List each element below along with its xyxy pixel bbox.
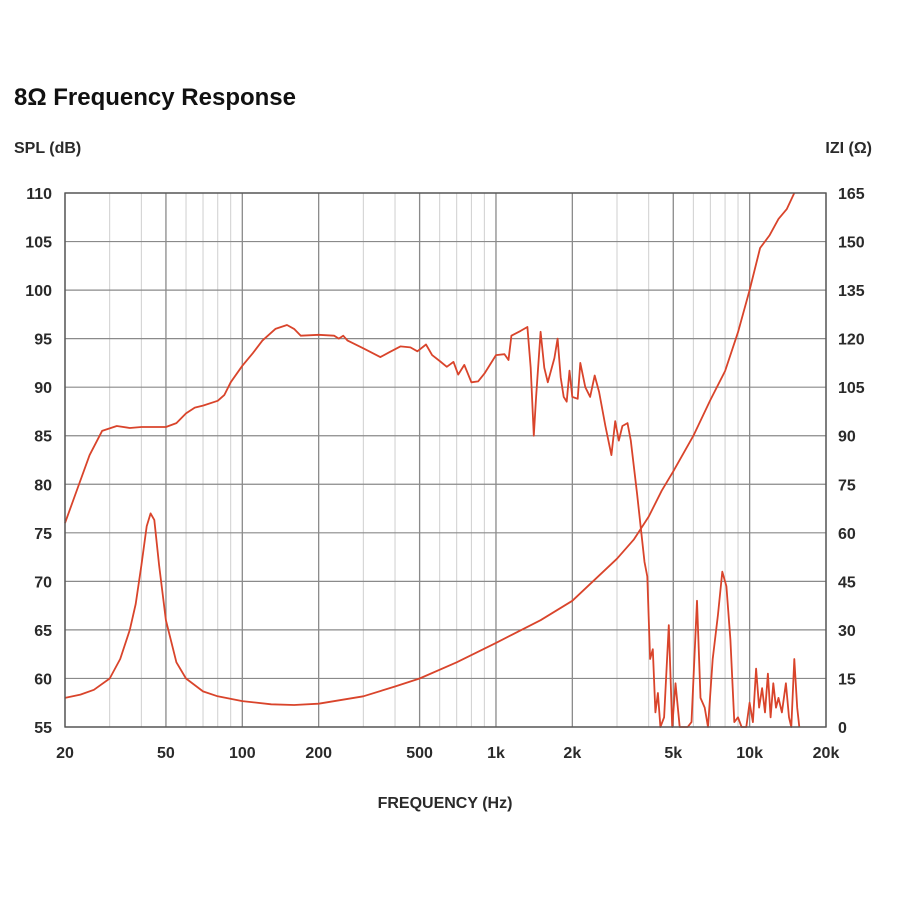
y-right-tick-label: 45 bbox=[838, 574, 856, 591]
y-left-tick-label: 55 bbox=[34, 720, 52, 737]
y-left-tick-label: 80 bbox=[34, 477, 52, 494]
x-tick-label: 20k bbox=[813, 745, 840, 762]
y-right-tick-label: 90 bbox=[838, 429, 856, 446]
y-left-tick-label: 75 bbox=[34, 526, 52, 543]
y-left-tick-label: 100 bbox=[25, 283, 52, 300]
x-tick-label: 50 bbox=[157, 745, 175, 762]
x-tick-label: 10k bbox=[736, 745, 763, 762]
y-axis-right-label: IZI (Ω) bbox=[825, 140, 872, 157]
spl-curve bbox=[64, 324, 801, 728]
x-tick-label: 5k bbox=[664, 745, 682, 762]
y-right-tick-label: 60 bbox=[838, 526, 856, 543]
y-right-tick-label: 135 bbox=[838, 283, 865, 300]
y-right-tick-label: 105 bbox=[838, 380, 865, 397]
y-left-tick-label: 85 bbox=[34, 429, 52, 446]
y-left-tick-label: 95 bbox=[34, 332, 52, 349]
y-left-tick-label: 70 bbox=[34, 574, 52, 591]
x-tick-label: 100 bbox=[229, 745, 256, 762]
y-right-tick-label: 15 bbox=[838, 671, 856, 688]
x-tick-label: 500 bbox=[406, 745, 433, 762]
x-tick-label: 20 bbox=[56, 745, 74, 762]
y-axis-left-label: SPL (dB) bbox=[14, 140, 81, 157]
y-left-tick-label: 60 bbox=[34, 671, 52, 688]
y-left-tick-label: 105 bbox=[25, 235, 52, 252]
plot-frame bbox=[64, 192, 827, 728]
y-right-tick-label: 30 bbox=[838, 623, 856, 640]
y-right-tick-label: 75 bbox=[838, 477, 856, 494]
x-tick-label: 1k bbox=[487, 745, 505, 762]
y-right-tick-label: 0 bbox=[838, 720, 847, 737]
tick-labels: 55 60 65 70 75 80 85 90 95 100 105 110 0 15 30 45 60 75 90… bbox=[25, 186, 865, 762]
y-left-tick-label: 65 bbox=[34, 623, 52, 640]
y-right-tick-label: 120 bbox=[838, 332, 865, 349]
y-right-tick-label: 165 bbox=[838, 186, 865, 203]
grid bbox=[64, 192, 827, 728]
x-tick-label: 200 bbox=[305, 745, 332, 762]
x-tick-label: 2k bbox=[563, 745, 581, 762]
y-left-tick-label: 90 bbox=[34, 380, 52, 397]
y-right-tick-label: 150 bbox=[838, 235, 865, 252]
x-axis-label: FREQUENCY (Hz) bbox=[378, 795, 513, 812]
curves bbox=[64, 192, 801, 728]
impedance-curve bbox=[64, 192, 796, 706]
y-left-tick-label: 110 bbox=[26, 186, 52, 203]
chart-title: 8Ω Frequency Response bbox=[14, 84, 296, 111]
